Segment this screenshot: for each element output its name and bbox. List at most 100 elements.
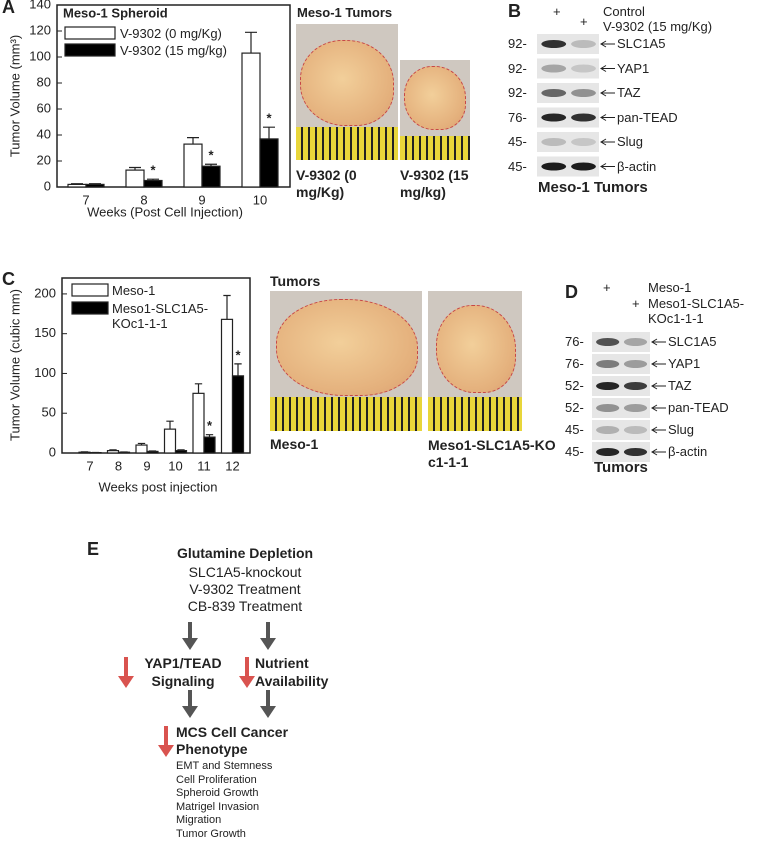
protein-label: pan-TEAD [668,400,729,415]
significance-mark: * [208,148,214,163]
protein-label: β-actin [668,444,708,459]
bar [163,428,177,454]
node-item: SLC1A5-knockout [188,564,302,580]
bar [146,450,159,454]
panel-letter: B [508,1,521,21]
y-tick-label: 0 [49,444,56,459]
node-item: CB-839 Treatment [187,598,303,614]
bar [259,138,279,188]
x-tick-label: 9 [143,458,150,473]
plot-frame [56,4,291,188]
error-bar [205,434,214,438]
x-tick-label: 7 [86,458,93,473]
blot-band [623,448,648,456]
protein-label: SLC1A5 [668,334,717,349]
blot-band [571,113,596,122]
condition-label: Control [603,4,645,19]
error-bar [147,178,159,181]
legend-swatch [64,43,116,57]
blot-band [541,40,567,48]
error-bar [129,166,141,171]
tumor [404,66,466,130]
significance-mark: * [207,418,213,433]
blot-band [596,360,620,368]
blot-strip [537,34,599,54]
panel-letter: C [2,269,15,289]
mw-marker: 76- [565,334,584,349]
y-axis-label: Tumor Volume (cubic mm) [7,289,22,441]
label-arrow [600,65,615,72]
blot-strip [592,442,650,462]
bar [125,169,145,188]
blot-band [623,404,648,412]
protein-label: Slug [617,134,644,149]
tumor-photo [400,60,470,160]
blot-strip [537,83,599,103]
node-right: Nutrient Availability [255,655,329,689]
legend-label: Meso1-SLC1A5-KOc1-1-1 [112,301,209,331]
tumor [300,40,394,126]
legend-label: V-9302 (0 mg/Kg) [120,26,222,41]
photo-title: Meso-1 Tumors [297,5,393,20]
blot-footer: Tumors [594,459,648,476]
y-tick-label: 120 [29,22,51,37]
blot-band [623,338,648,346]
legend-swatch [64,26,116,40]
blot-band [623,382,648,390]
blot-band [571,64,596,73]
photo-caption: V-9302 (15 mg/kg) [400,167,469,200]
panel-letter: A [2,0,15,17]
node-item: Cell Proliferation [176,773,257,786]
bar [106,450,120,454]
lane-sign: + [580,14,588,29]
error-bar [187,137,199,145]
panel-letter: D [565,282,578,302]
blot-footer: Meso-1 Tumors [538,179,648,196]
photo-caption: Meso-1 [270,436,319,452]
significance-mark: * [266,111,272,126]
node-left: YAP1/TEAD Signaling [144,655,222,689]
legend-swatch [71,301,109,315]
label-arrow [600,89,615,97]
node-title: MCS Cell Cancer Phenotype [176,724,289,757]
bar [231,375,245,454]
y-tick-label: 150 [34,325,56,340]
error-bar [71,183,83,185]
mw-marker: 92- [508,36,527,51]
tumor-photo [428,291,522,431]
y-axis-label: Tumor Volume (mm³) [7,35,22,157]
x-tick-label: 11 [197,458,211,473]
bar [201,165,221,188]
blot-strip [537,58,599,79]
significance-mark: * [150,163,156,178]
blot-band [541,113,567,122]
blot-strip [592,332,650,352]
label-arrow [600,40,615,48]
error-bar [137,442,146,446]
error-bar [166,420,174,430]
tumor-photo [296,24,398,160]
label-arrow [651,448,666,456]
error-bar [205,163,217,167]
blot-strip [592,420,650,440]
lane-sign: + [603,280,611,295]
bar [183,143,203,188]
blot-strip [592,354,650,374]
blot-band [541,162,567,171]
y-tick-label: 0 [44,178,51,193]
y-tick-label: 50 [42,405,56,420]
tumor [276,299,418,396]
x-tick-label: 10 [253,192,267,207]
error-bar [194,383,203,394]
blot-strip [537,132,599,152]
bar [192,392,205,454]
blot-band [596,338,620,346]
blot-band [571,162,596,171]
condition-label: Meso-1 [648,280,692,295]
legend-label: V-9302 (15 mg/kg) [120,43,227,58]
bar [220,318,234,454]
blot-band [541,138,567,146]
blot-band [541,89,567,97]
x-axis-label: Weeks (Post Cell Injection) [87,204,243,219]
